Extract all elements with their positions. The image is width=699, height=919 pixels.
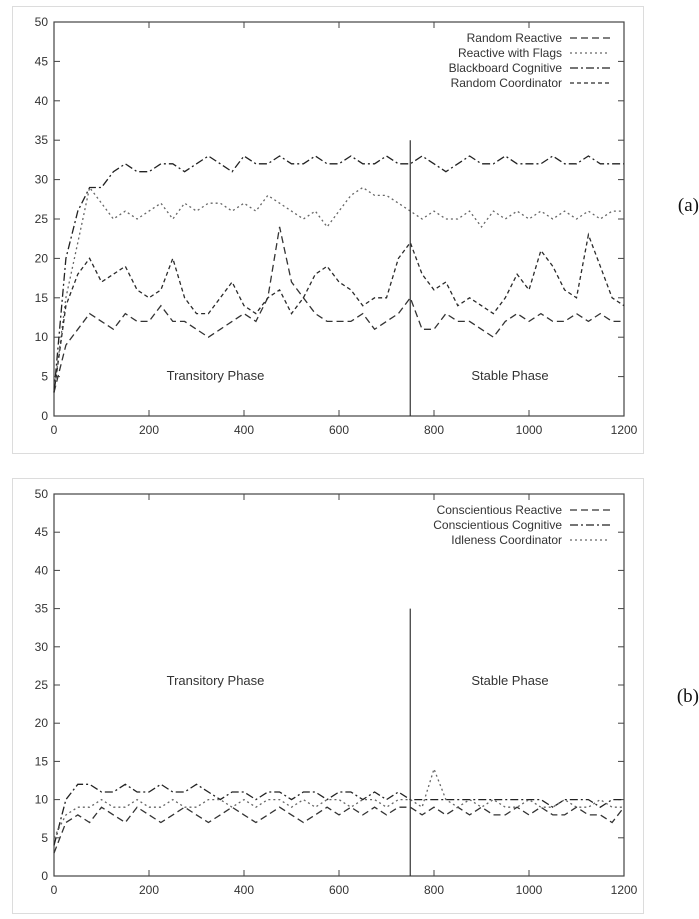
panel-frame bbox=[12, 478, 644, 914]
panel-frame bbox=[12, 6, 644, 454]
chart-panel-a: 0 200 400 600 800 1000 1200 0 5 10 15 20 25 30 35 40 45 5… bbox=[12, 6, 644, 454]
panel-label-a: (a) bbox=[678, 195, 699, 217]
panel-label-b: (b) bbox=[677, 686, 699, 708]
chart-panel-b: 0 200 400 600 800 1000 1200 0 5 10 15 20 25 30 35 40 45 5… bbox=[12, 478, 644, 914]
